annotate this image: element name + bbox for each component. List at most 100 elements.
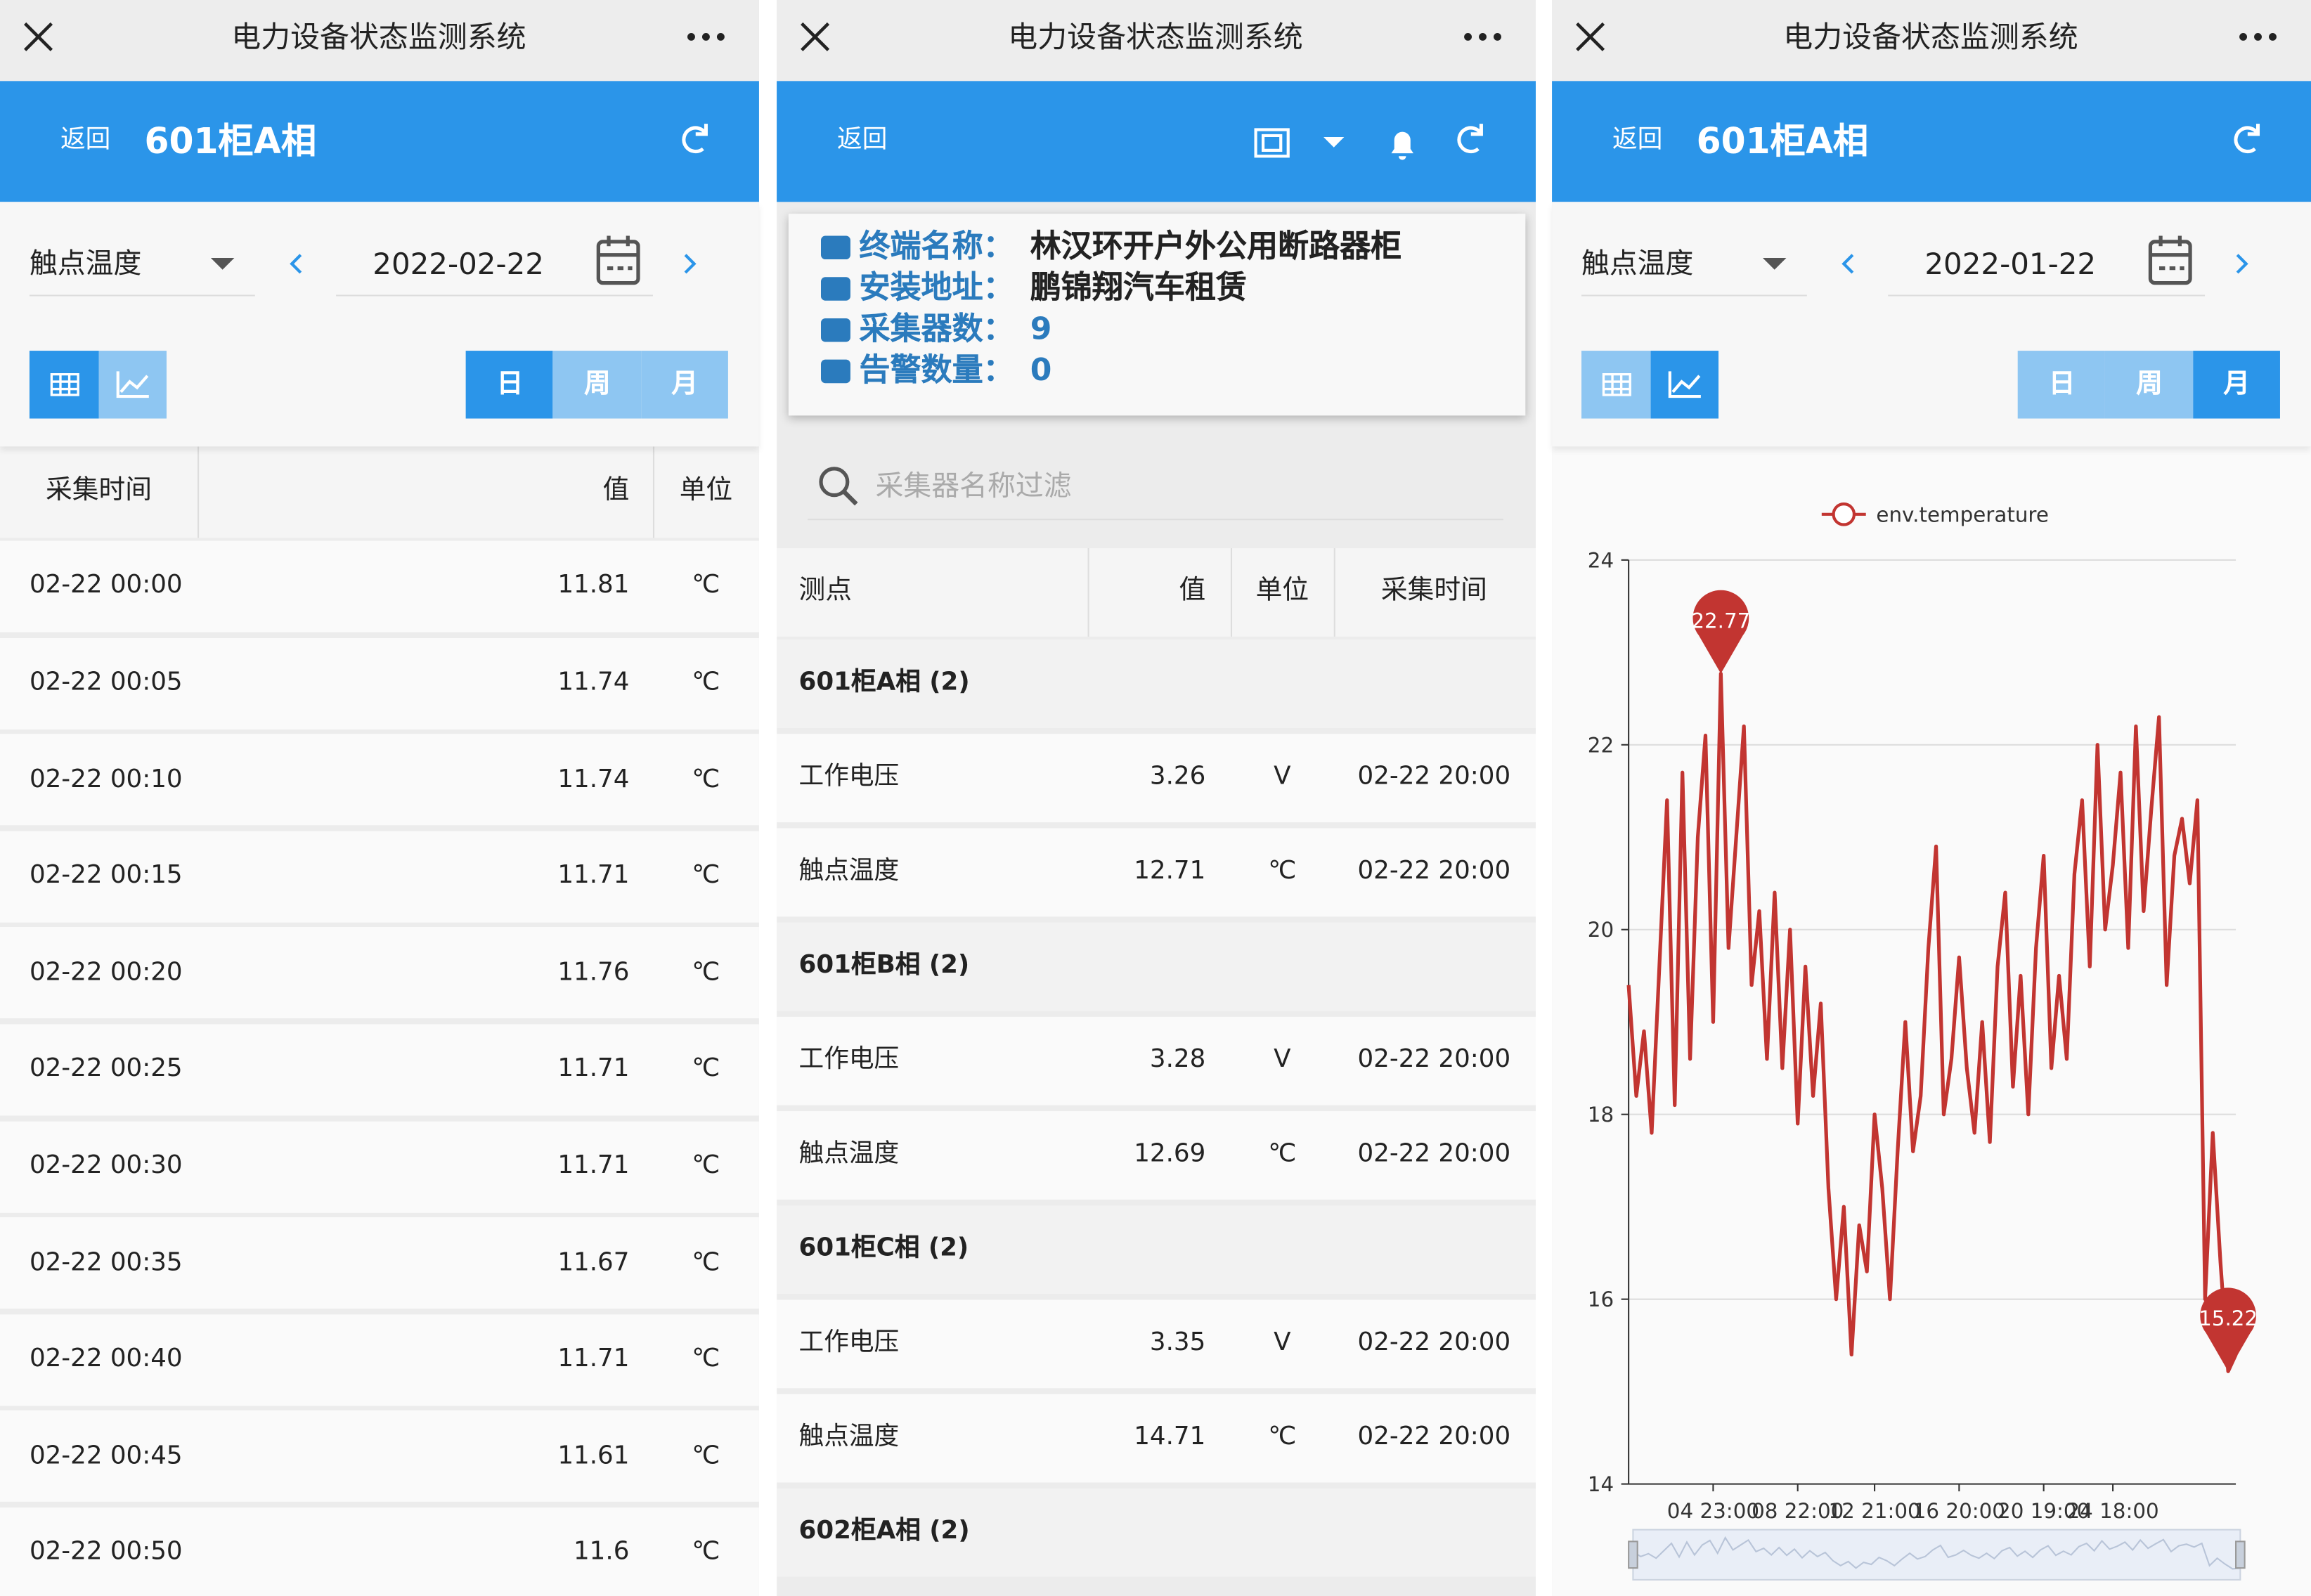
date-field[interactable]: 2022-02-22: [373, 246, 545, 282]
period-button[interactable]: [640, 351, 728, 419]
window-bar: [0, 0, 759, 82]
table-header: [0, 446, 759, 538]
table-row: [0, 1507, 759, 1596]
group-row: [777, 640, 1536, 728]
period-label[interactable]: 周: [2136, 368, 2163, 399]
column-header: 采集时间: [1380, 573, 1487, 605]
metric-select[interactable]: 触点温度: [29, 247, 142, 280]
value-cell: 11.76: [557, 957, 630, 987]
unit-cell: ℃: [692, 1344, 720, 1374]
unit-cell: ℃: [692, 1441, 720, 1471]
info-value: 9: [1030, 311, 1052, 347]
column-header: 值: [602, 474, 630, 505]
table-row: [0, 1217, 759, 1309]
point-cell: 触点温度: [798, 1422, 900, 1453]
period-button[interactable]: [465, 351, 553, 419]
time-cell: 02-22 00:20: [29, 957, 183, 987]
window-title: 电力设备状态监测系统: [231, 19, 526, 55]
table-row: [0, 1120, 759, 1212]
col-sep: [1230, 548, 1233, 637]
back-button[interactable]: 返回: [837, 126, 888, 155]
time-cell: 02-22 00:15: [29, 861, 183, 890]
table-view-button[interactable]: [29, 351, 99, 419]
period-button[interactable]: [552, 351, 641, 419]
metric-select[interactable]: 触点温度: [1581, 247, 1694, 280]
back-button[interactable]: 返回: [60, 126, 111, 155]
unit-cell: ℃: [692, 667, 720, 697]
table-row: [777, 1016, 1536, 1105]
unit-cell: ℃: [692, 1537, 720, 1567]
header-title: 601柜A相: [1696, 120, 1869, 162]
select-underline: [1581, 294, 1807, 297]
date-underline: [336, 294, 653, 297]
time-cell: 02-22 20:00: [1357, 1328, 1511, 1358]
time-cell: 02-22 20:00: [1357, 1045, 1511, 1075]
period-label[interactable]: 日: [496, 368, 524, 399]
window-title: 电力设备状态监测系统: [1008, 19, 1303, 55]
back-button[interactable]: 返回: [1612, 126, 1663, 155]
point-cell: 工作电压: [798, 762, 900, 792]
chart-view-button[interactable]: [1650, 351, 1719, 419]
date-underline: [1888, 294, 2206, 297]
app-header: [1552, 81, 2311, 202]
time-cell: 02-22 20:00: [1357, 1422, 1511, 1453]
table-row: [777, 828, 1536, 917]
unit-cell: ℃: [692, 1054, 720, 1084]
unit-cell: ℃: [692, 764, 720, 794]
point-cell: 工作电压: [798, 1045, 900, 1075]
point-cell: 触点温度: [798, 857, 900, 887]
unit-cell: V: [1274, 1328, 1291, 1358]
value-cell: 11.61: [557, 1441, 630, 1471]
period-label[interactable]: 周: [584, 368, 611, 399]
unit-cell: ℃: [692, 957, 720, 987]
unit-cell: ℃: [692, 1150, 720, 1181]
table-row: [777, 1394, 1536, 1483]
header-title: 601柜A相: [144, 120, 317, 162]
table-row: [0, 637, 759, 729]
period-label[interactable]: 月: [671, 368, 699, 399]
date-field[interactable]: 2022-01-22: [1924, 246, 2097, 282]
chart-view-button[interactable]: [98, 351, 167, 419]
search-input[interactable]: 采集器名称过滤: [875, 469, 1072, 502]
group-row: [777, 1488, 1536, 1577]
col-sep: [197, 446, 200, 538]
period-button[interactable]: [2192, 351, 2280, 419]
unit-cell: ℃: [692, 861, 720, 890]
unit-cell: ℃: [692, 1247, 720, 1278]
unit-cell: ℃: [1268, 1422, 1297, 1453]
period-label[interactable]: 日: [2048, 368, 2076, 399]
table-view-button[interactable]: [1581, 351, 1651, 419]
time-cell: 02-22 20:00: [1357, 857, 1511, 887]
value-cell: 11.74: [557, 667, 630, 697]
period-label[interactable]: 月: [2223, 368, 2251, 399]
col-sep: [1333, 548, 1335, 637]
window-bar: [777, 0, 1536, 82]
column-header: 值: [1179, 573, 1206, 605]
table-row: [0, 540, 759, 632]
table-row: [0, 1410, 759, 1503]
column-header: 测点: [798, 573, 853, 605]
select-underline: [29, 294, 255, 297]
info-value: 林汉环开户外公用断路器柜: [1030, 228, 1402, 264]
value-cell: 3.26: [1149, 762, 1206, 792]
table-row: [777, 734, 1536, 823]
value-cell: 11.74: [557, 764, 630, 794]
time-cell: 02-22 00:30: [29, 1150, 183, 1181]
info-label: 终端名称：: [859, 228, 1014, 264]
info-label: 安装地址：: [859, 270, 1014, 306]
group-name: 601柜B相 (2): [798, 951, 970, 981]
value-cell: 12.71: [1134, 857, 1206, 887]
info-card: [788, 214, 1526, 416]
column-header: 单位: [679, 474, 733, 505]
unit-cell: V: [1274, 1045, 1291, 1075]
unit-cell: V: [1274, 762, 1291, 792]
period-button[interactable]: [2105, 351, 2193, 419]
table-row: [777, 1299, 1536, 1389]
time-cell: 02-22 00:45: [29, 1441, 183, 1471]
col-sep: [652, 446, 655, 538]
group-name: 601柜A相 (2): [798, 668, 970, 698]
period-button[interactable]: [2017, 351, 2106, 419]
table-row: [0, 1314, 759, 1406]
group-name: 601柜C相 (2): [798, 1233, 969, 1264]
